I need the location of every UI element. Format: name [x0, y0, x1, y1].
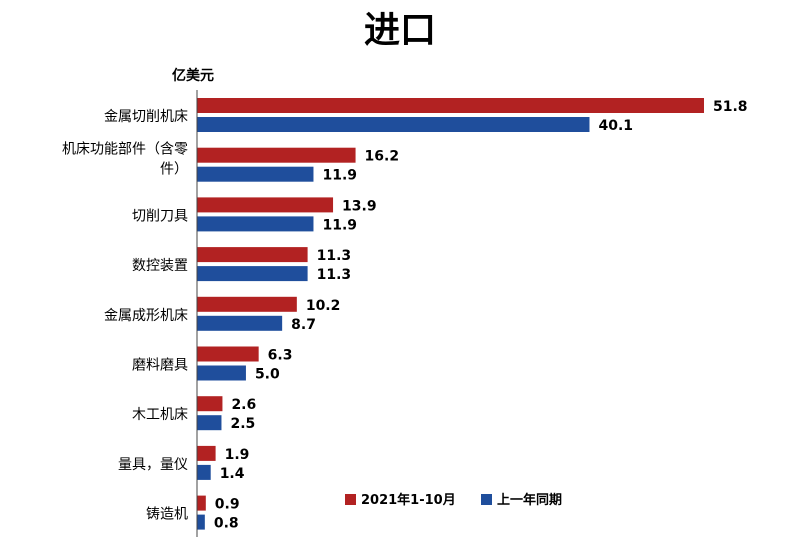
category-label-1-line2: 件） — [160, 162, 188, 178]
category-label-2: 切削刀具 — [132, 208, 188, 224]
category-label-7: 量具，量仪 — [118, 457, 188, 473]
category-label-8: 铸造机 — [146, 507, 188, 523]
bar-2021-8 — [197, 495, 206, 511]
value-label-prior-year-8: 0.8 — [214, 516, 239, 532]
bar-2021-7 — [197, 445, 216, 461]
chart-title: 进口 — [364, 10, 436, 51]
value-label-prior-year-3: 11.3 — [317, 267, 352, 283]
bar-2021-6 — [197, 396, 223, 412]
legend: 2021年1-10月 上一年同期 — [345, 492, 562, 508]
value-label-2021-8: 0.9 — [215, 497, 240, 513]
legend-label-prior-year: 上一年同期 — [497, 492, 562, 508]
bar-prior-year-2 — [197, 216, 314, 232]
bar-prior-year-6 — [197, 415, 222, 431]
value-label-prior-year-5: 5.0 — [255, 367, 280, 383]
category-label-6: 木工机床 — [132, 407, 188, 423]
bars-layer: 51.8 40.1 16.2 11.9 13.9 11.9 11.3 11.3 10.2 8.7 6… — [197, 98, 748, 532]
category-label-1-line1: 机床功能部件（含零 — [62, 142, 188, 158]
value-label-2021-6: 2.6 — [231, 397, 256, 413]
category-label-5: 磨料磨具 — [132, 358, 188, 374]
unit-label: 亿美元 — [172, 67, 214, 84]
value-label-prior-year-7: 1.4 — [220, 466, 245, 482]
bar-2021-3 — [197, 247, 308, 263]
value-label-2021-5: 6.3 — [268, 348, 293, 364]
value-label-2021-0: 51.8 — [713, 99, 748, 115]
value-label-prior-year-6: 2.5 — [230, 416, 255, 432]
value-label-2021-4: 10.2 — [306, 298, 341, 314]
value-label-prior-year-0: 40.1 — [598, 118, 633, 134]
value-label-prior-year-1: 11.9 — [322, 168, 357, 184]
value-label-prior-year-2: 11.9 — [322, 217, 357, 233]
value-label-2021-2: 13.9 — [342, 198, 377, 214]
legend-label-2021: 2021年1-10月 — [361, 492, 456, 508]
legend-swatch-2021 — [345, 494, 356, 505]
bar-prior-year-0 — [197, 117, 590, 132]
bar-2021-5 — [197, 346, 259, 362]
bar-2021-0 — [197, 98, 704, 113]
legend-swatch-prior-year — [481, 494, 492, 505]
bar-prior-year-7 — [197, 464, 211, 480]
bar-prior-year-1 — [197, 166, 314, 182]
value-label-prior-year-4: 8.7 — [291, 317, 316, 333]
bar-2021-1 — [197, 147, 356, 163]
bar-2021-4 — [197, 296, 297, 312]
category-label-4: 金属成形机床 — [104, 308, 188, 324]
value-label-2021-1: 16.2 — [365, 149, 400, 165]
bar-prior-year-8 — [197, 514, 205, 530]
bar-prior-year-4 — [197, 315, 283, 331]
value-label-2021-3: 11.3 — [317, 248, 352, 264]
bar-prior-year-5 — [197, 365, 246, 381]
bar-2021-2 — [197, 197, 334, 213]
bar-prior-year-3 — [197, 266, 308, 282]
category-label-0: 金属切削机床 — [104, 109, 188, 125]
value-label-2021-7: 1.9 — [225, 447, 250, 463]
category-label-3: 数控装置 — [132, 258, 188, 274]
